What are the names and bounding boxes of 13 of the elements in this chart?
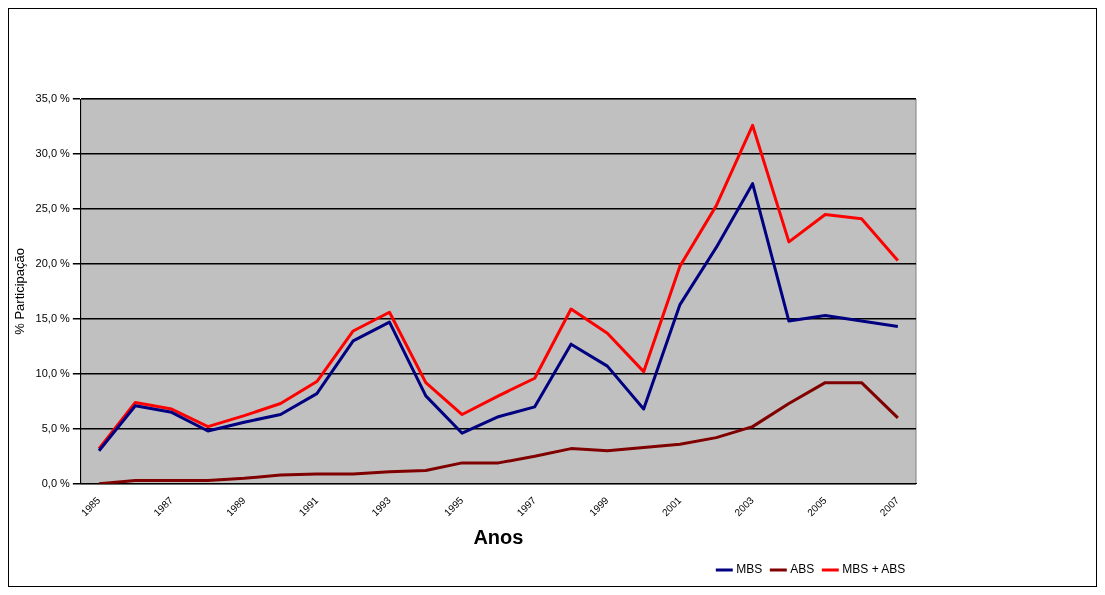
legend-label: ABS [790, 562, 815, 577]
y-axis-title: % Participação [12, 248, 28, 335]
legend-label: MBS + ABS [842, 562, 906, 577]
y-tick-label: 30,0 % [35, 147, 71, 159]
y-tick-label: 35,0 % [35, 92, 71, 105]
x-axis-title: Anos [473, 525, 524, 548]
y-tick-label: 20,0 % [35, 256, 71, 269]
y-tick-label: 10,0 % [35, 366, 71, 379]
y-tick-label: 15,0 % [35, 311, 71, 324]
y-tick-label: 5,0 % [41, 421, 71, 434]
legend-label: MBS [736, 562, 763, 577]
y-tick-label: 25,0 % [35, 201, 71, 214]
y-tick-label: 0,0 % [41, 476, 71, 489]
